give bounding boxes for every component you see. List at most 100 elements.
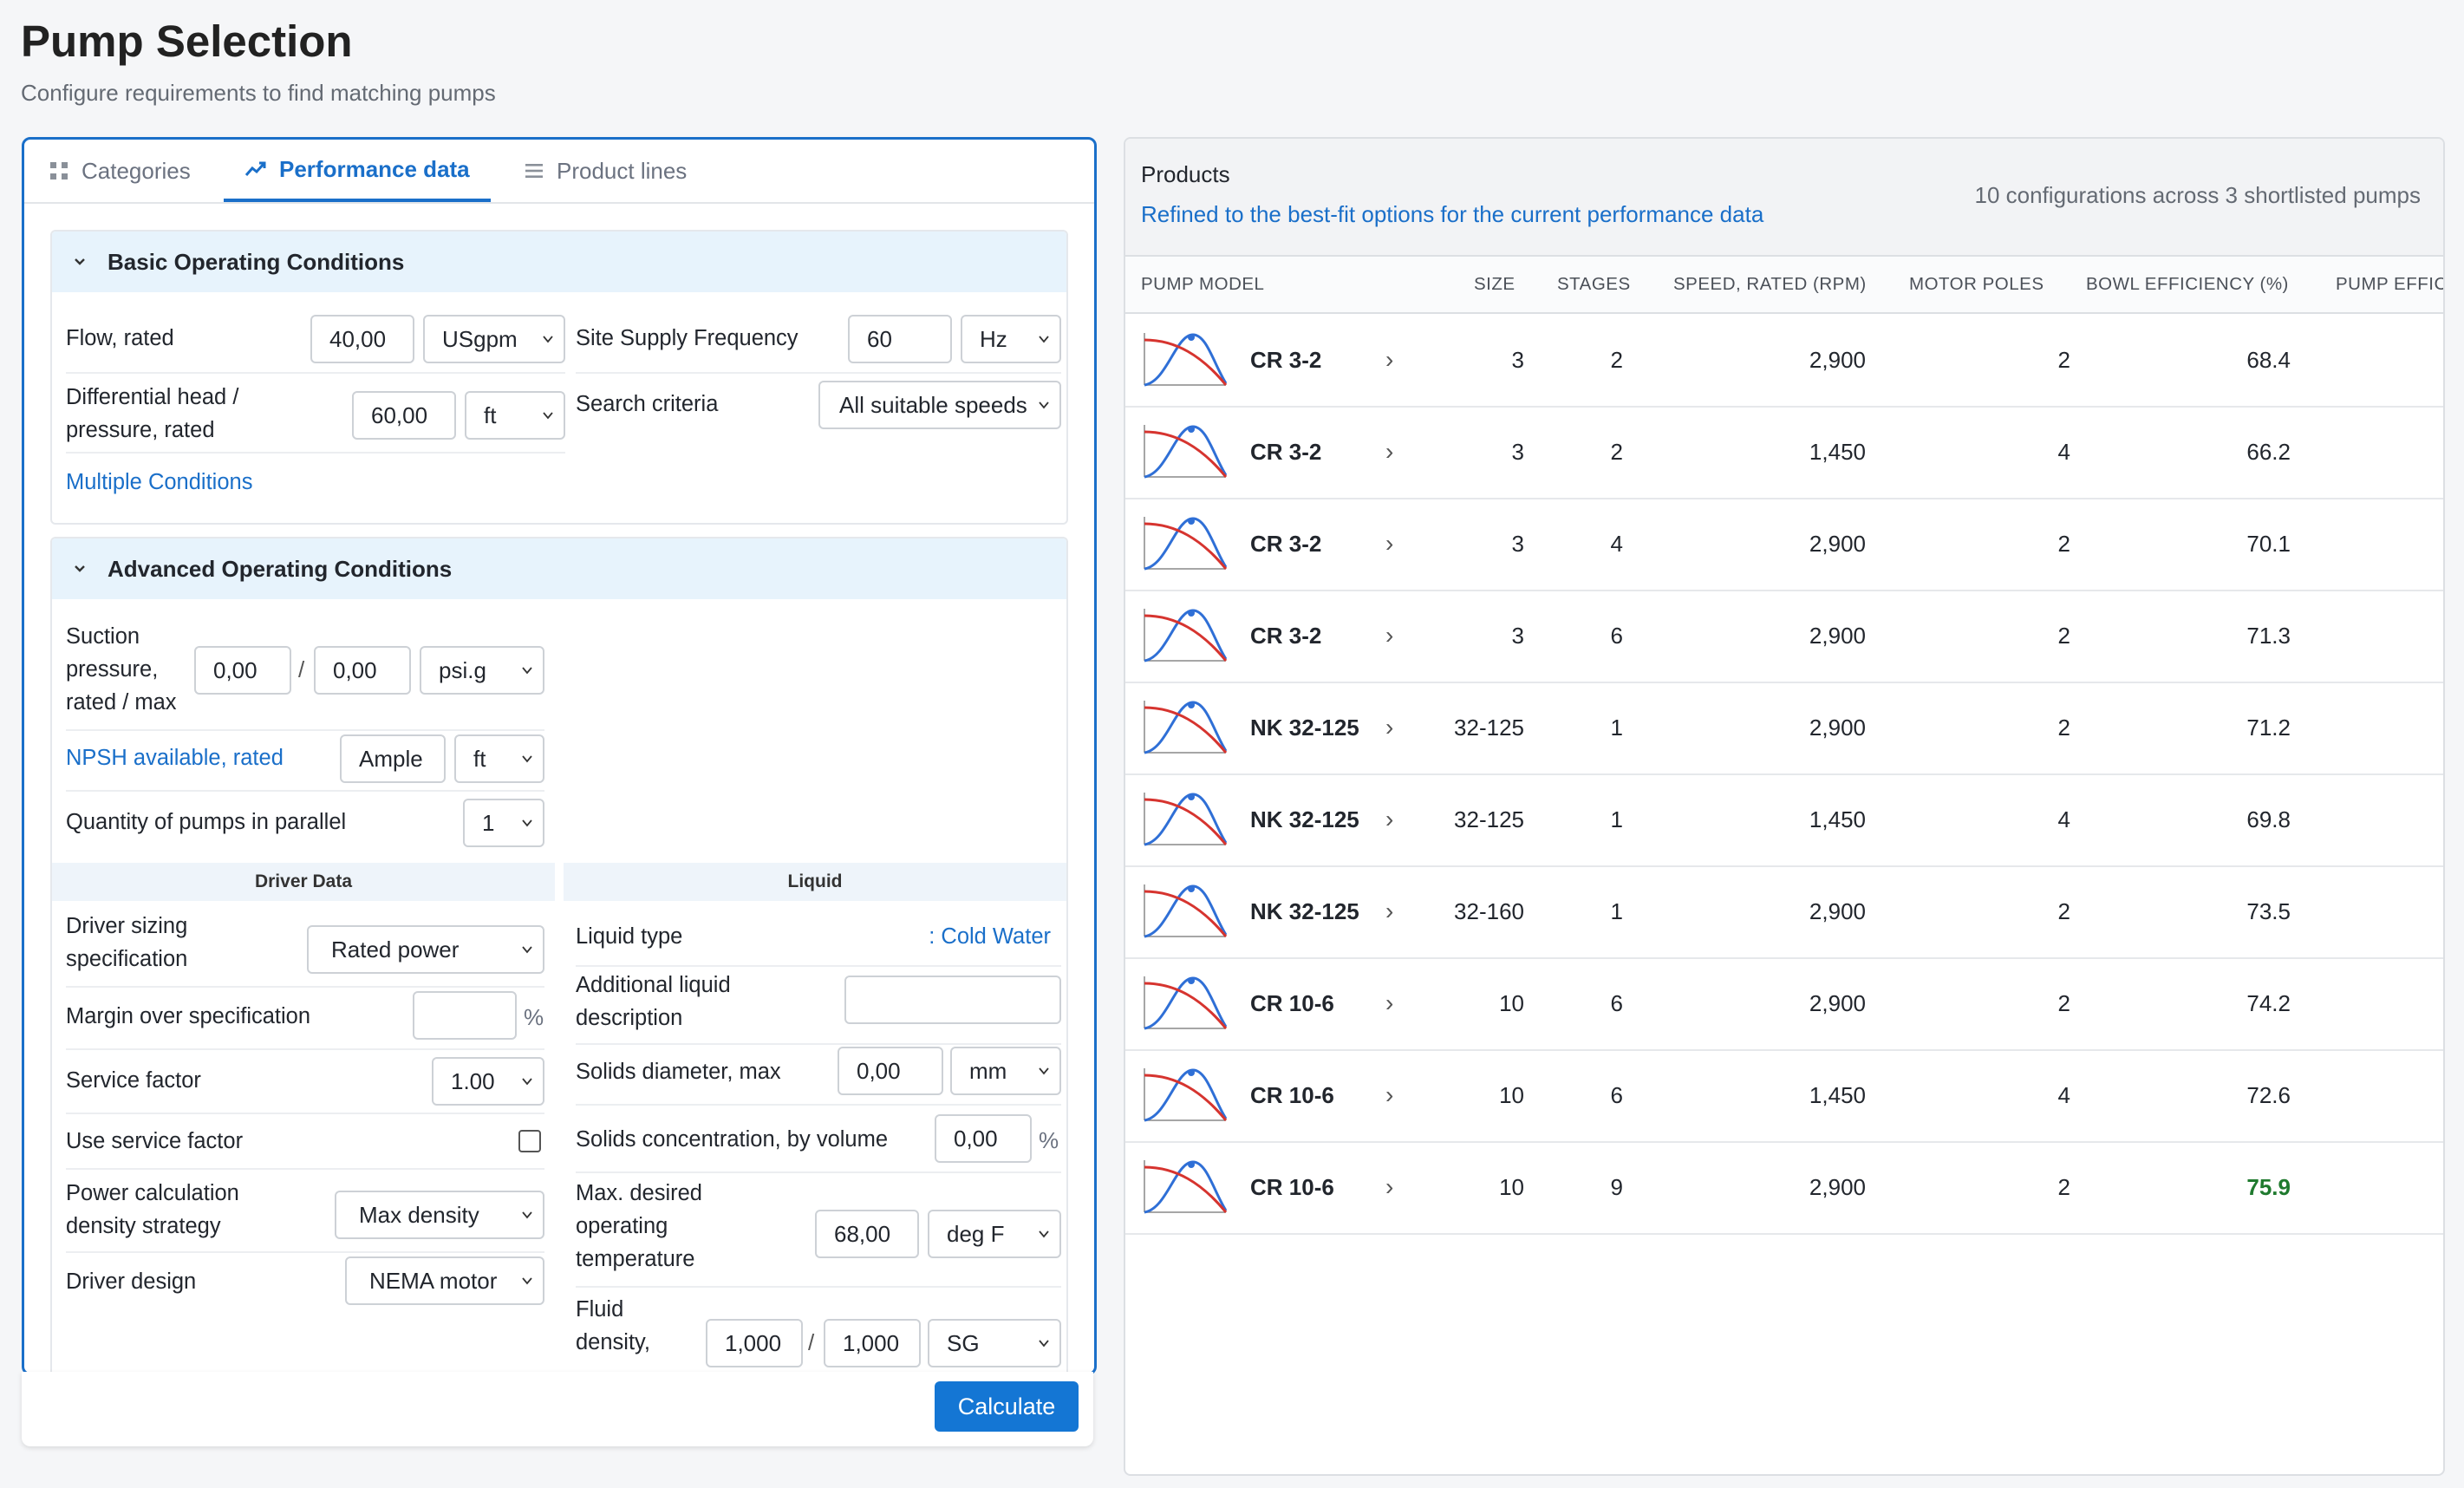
- chevron-right-icon[interactable]: ›: [1385, 438, 1394, 465]
- column-header-speed[interactable]: SPEED, RATED (RPM): [1673, 274, 1867, 294]
- column-header-bowl-efficiency[interactable]: BOWL EFFICIENCY (%): [2086, 274, 2289, 294]
- advanced-conditions-section: Advanced Operating Conditions Suction pr…: [50, 537, 1068, 1373]
- pump-speed: 2,900: [1809, 715, 1866, 741]
- pump-size: 3: [1511, 531, 1524, 557]
- fluid-density-input-b[interactable]: 1,000: [824, 1319, 921, 1367]
- fluid-density-input-a[interactable]: 1,000: [706, 1319, 803, 1367]
- pump-model[interactable]: CR 10-6: [1250, 990, 1334, 1016]
- table-row[interactable]: NK 32-125 › 32-125 1 2,900 2 71.2: [1125, 682, 2443, 775]
- table-row[interactable]: CR 3-2 › 3 2 1,450 4 66.2: [1125, 406, 2443, 499]
- pump-model[interactable]: CR 10-6: [1250, 1082, 1334, 1108]
- pump-model[interactable]: CR 10-6: [1250, 1174, 1334, 1200]
- solids-concentration-input[interactable]: 0,00: [935, 1114, 1032, 1163]
- divider: [66, 1113, 544, 1114]
- suction-unit-select[interactable]: psi.g: [420, 646, 544, 695]
- table-row[interactable]: CR 10-6 › 10 6 2,900 2 74.2: [1125, 957, 2443, 1051]
- divider: [576, 1043, 1061, 1045]
- head-input[interactable]: 60,00: [352, 391, 456, 440]
- use-service-factor-checkbox[interactable]: [518, 1130, 541, 1152]
- chevron-right-icon[interactable]: ›: [1385, 714, 1394, 741]
- flow-unit-value: USgpm: [442, 325, 518, 352]
- chevron-right-icon[interactable]: ›: [1385, 622, 1394, 649]
- pump-stages: 2: [1610, 347, 1623, 373]
- power-calc-label-line2: density strategy: [66, 1214, 221, 1238]
- driver-sizing-label-line2: specification: [66, 947, 188, 971]
- head-unit-select[interactable]: ft: [465, 391, 565, 440]
- frequency-input[interactable]: 60: [848, 315, 952, 363]
- pump-model[interactable]: NK 32-125: [1250, 806, 1359, 832]
- column-header-motor-poles[interactable]: MOTOR POLES: [1909, 274, 2044, 294]
- npsh-unit-select[interactable]: ft: [454, 734, 544, 783]
- suction-label-line2: pressure,: [66, 657, 159, 682]
- table-row[interactable]: CR 3-2 › 3 6 2,900 2 71.3: [1125, 590, 2443, 683]
- use-service-factor-label: Use service factor: [66, 1129, 244, 1153]
- driver-design-value: NEMA motor: [369, 1267, 498, 1294]
- margin-unit: %: [524, 1004, 544, 1030]
- margin-input[interactable]: [413, 991, 517, 1040]
- tab-label: Categories: [81, 157, 191, 184]
- table-row[interactable]: NK 32-125 › 32-160 1 2,900 2 73.5: [1125, 865, 2443, 959]
- table-row[interactable]: CR 10-6 › 10 6 1,450 4 72.6: [1125, 1049, 2443, 1143]
- pump-model[interactable]: CR 3-2: [1250, 347, 1322, 373]
- pump-model[interactable]: NK 32-125: [1250, 715, 1359, 741]
- column-header-stages[interactable]: STAGES: [1557, 274, 1631, 294]
- pump-stages: 6: [1610, 1082, 1623, 1108]
- suction-max-input[interactable]: 0,00: [314, 646, 411, 695]
- column-header-pump-efficiency[interactable]: PUMP EFFIC: [2336, 274, 2445, 294]
- flow-label: Flow, rated: [66, 326, 174, 350]
- max-temp-input[interactable]: 68,00: [815, 1210, 919, 1258]
- table-row[interactable]: CR 3-2 › 3 4 2,900 2 70.1: [1125, 498, 2443, 591]
- chevron-down-icon: [1039, 400, 1049, 410]
- search-criteria-select[interactable]: All suitable speeds: [818, 381, 1061, 429]
- multiple-conditions-link[interactable]: Multiple Conditions: [66, 470, 253, 494]
- additional-liquid-input[interactable]: [844, 976, 1061, 1024]
- pump-speed: 1,450: [1809, 806, 1866, 832]
- chevron-right-icon[interactable]: ›: [1385, 346, 1394, 373]
- chevron-right-icon[interactable]: ›: [1385, 897, 1394, 924]
- pump-size: 3: [1511, 623, 1524, 649]
- calculate-button[interactable]: Calculate: [935, 1381, 1079, 1432]
- pump-size: 32-125: [1454, 715, 1524, 741]
- pump-model[interactable]: CR 3-2: [1250, 439, 1322, 465]
- power-calc-select[interactable]: Max density: [335, 1191, 544, 1239]
- liquid-type-link[interactable]: : Cold Water: [929, 924, 1051, 949]
- solids-diameter-input[interactable]: 0,00: [838, 1047, 943, 1095]
- chevron-right-icon[interactable]: ›: [1385, 530, 1394, 557]
- quantity-select[interactable]: 1: [463, 799, 544, 847]
- tab-product-lines[interactable]: Product lines: [524, 140, 687, 202]
- products-header: Products Refined to the best-fit options…: [1125, 139, 2443, 257]
- tab-categories[interactable]: Categories: [49, 140, 191, 202]
- chevron-right-icon[interactable]: ›: [1385, 989, 1394, 1016]
- basic-conditions-header[interactable]: Basic Operating Conditions: [52, 232, 1066, 292]
- table-row[interactable]: CR 3-2 › 3 2 2,900 2 68.4: [1125, 314, 2443, 408]
- max-temp-unit-select[interactable]: deg F: [928, 1210, 1061, 1258]
- driver-sizing-select[interactable]: Rated power: [307, 925, 544, 974]
- npsh-link[interactable]: NPSH available, rated: [66, 746, 284, 770]
- tab-performance-data[interactable]: Performance data: [224, 140, 491, 202]
- chevron-right-icon[interactable]: ›: [1385, 1081, 1394, 1108]
- flow-input[interactable]: 40,00: [310, 315, 414, 363]
- pump-model[interactable]: NK 32-125: [1250, 898, 1359, 924]
- frequency-unit-select[interactable]: Hz: [961, 315, 1061, 363]
- column-header-size[interactable]: SIZE: [1474, 274, 1516, 294]
- flow-unit-select[interactable]: USgpm: [423, 315, 565, 363]
- chevron-right-icon[interactable]: ›: [1385, 806, 1394, 832]
- fluid-density-unit-select[interactable]: SG: [928, 1319, 1061, 1367]
- chevron-down-icon: [522, 754, 532, 764]
- pump-model[interactable]: CR 3-2: [1250, 623, 1322, 649]
- service-factor-select[interactable]: 1.00: [432, 1057, 544, 1106]
- npsh-input[interactable]: Ample: [340, 734, 446, 783]
- chevron-down-icon: [522, 1076, 532, 1087]
- table-row[interactable]: CR 10-6 › 10 9 2,900 2 75.9: [1125, 1141, 2443, 1235]
- column-header-pump-model[interactable]: PUMP MODEL: [1141, 274, 1265, 294]
- advanced-conditions-header[interactable]: Advanced Operating Conditions: [52, 538, 1066, 599]
- solids-diameter-unit-select[interactable]: mm: [950, 1047, 1061, 1095]
- driver-design-select[interactable]: NEMA motor: [345, 1256, 544, 1305]
- pump-speed: 1,450: [1809, 439, 1866, 465]
- chevron-right-icon[interactable]: ›: [1385, 1173, 1394, 1200]
- suction-rated-input[interactable]: 0,00: [194, 646, 291, 695]
- table-row[interactable]: NK 32-125 › 32-125 1 1,450 4 69.8: [1125, 773, 2443, 867]
- driver-design-label: Driver design: [66, 1269, 197, 1294]
- chevron-down-icon: [522, 1276, 532, 1286]
- pump-model[interactable]: CR 3-2: [1250, 531, 1322, 557]
